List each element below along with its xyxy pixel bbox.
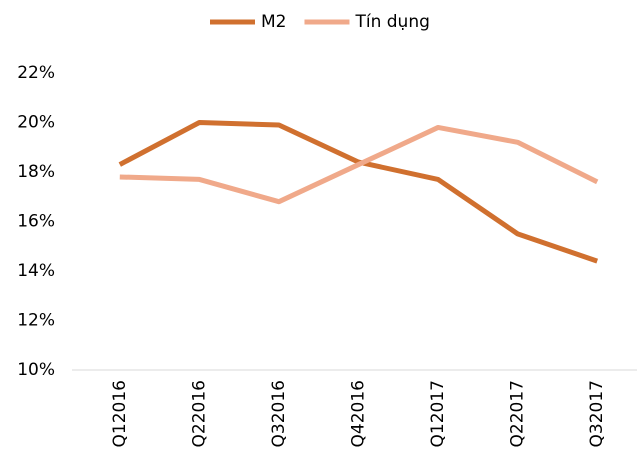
legend-label: Tín dụng xyxy=(354,12,429,32)
x-tick-label: Q32016 xyxy=(269,380,289,447)
y-tick-label: 10% xyxy=(17,360,55,380)
legend-label: M2 xyxy=(261,12,286,32)
x-tick-label: Q42016 xyxy=(349,380,369,447)
y-tick-label: 12% xyxy=(17,311,55,331)
x-tick-label: Q22016 xyxy=(189,380,209,447)
x-tick-label: Q22017 xyxy=(508,380,528,447)
y-tick-label: 22% xyxy=(17,63,55,83)
y-tick-label: 20% xyxy=(17,113,55,133)
y-tick-label: 14% xyxy=(17,261,55,281)
x-tick-label: Q12016 xyxy=(110,380,130,447)
x-tick-label: Q32017 xyxy=(587,380,607,447)
series-line xyxy=(119,124,599,205)
x-tick-label: Q12017 xyxy=(428,380,448,447)
y-tick-label: 16% xyxy=(17,212,55,232)
series-line xyxy=(118,120,599,264)
y-tick-label: 18% xyxy=(17,162,55,182)
